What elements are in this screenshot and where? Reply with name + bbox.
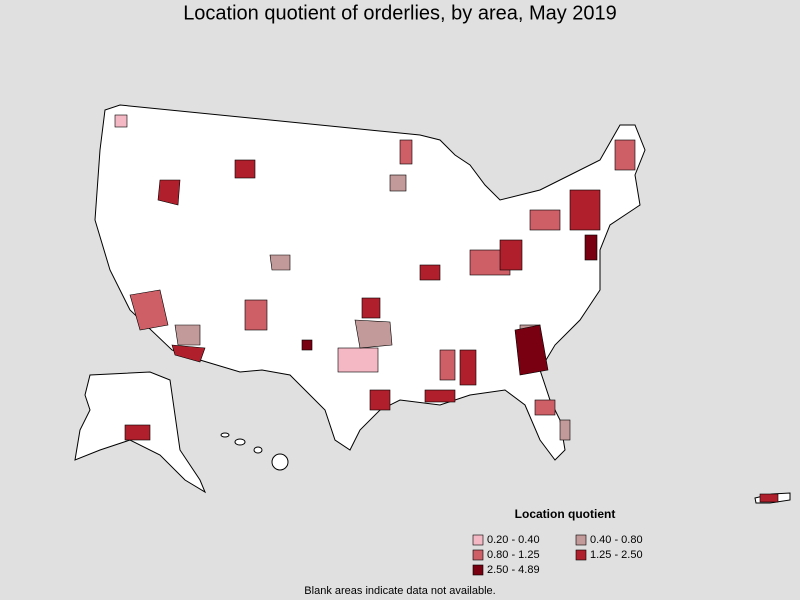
area xyxy=(174,324,201,346)
area xyxy=(424,389,456,403)
area xyxy=(369,389,391,411)
area xyxy=(584,234,598,261)
area xyxy=(337,347,379,373)
hawaii xyxy=(253,446,263,454)
legend-label: 1.25 - 2.50 xyxy=(590,549,643,561)
area xyxy=(399,139,413,165)
legend-label: 0.20 - 0.40 xyxy=(487,534,540,546)
area xyxy=(171,344,206,363)
area xyxy=(157,179,181,206)
area xyxy=(301,339,313,351)
map-title: Location quotient of orderlies, by area,… xyxy=(183,2,617,24)
legend-swatch xyxy=(472,564,484,576)
areas xyxy=(114,114,779,503)
area xyxy=(124,424,151,441)
contiguous-us xyxy=(94,104,646,461)
hawaii xyxy=(220,432,230,438)
area xyxy=(114,114,128,128)
legend-swatch xyxy=(575,534,587,546)
area xyxy=(389,174,407,192)
area xyxy=(234,159,256,179)
hawaii xyxy=(271,453,289,471)
area xyxy=(129,289,169,331)
area xyxy=(419,264,441,281)
area xyxy=(361,297,381,319)
area xyxy=(514,324,549,376)
area xyxy=(354,319,393,349)
area xyxy=(439,349,456,381)
legend: Location quotient 0.20 - 0.40 0.40 - 0.80… xyxy=(472,507,643,576)
area xyxy=(269,254,291,271)
legend-label: 0.40 - 0.80 xyxy=(590,534,643,546)
legend-swatch xyxy=(472,549,484,561)
legend-title: Location quotient xyxy=(515,507,616,521)
area xyxy=(529,209,561,231)
legend-label: 0.80 - 1.25 xyxy=(487,549,540,561)
legend-swatch xyxy=(575,549,587,561)
footnote: Blank areas indicate data not available. xyxy=(304,585,495,597)
area xyxy=(614,139,636,171)
area xyxy=(499,239,523,271)
area xyxy=(759,493,779,503)
area xyxy=(459,349,477,386)
legend-swatch xyxy=(472,534,484,546)
legend-label: 2.50 - 4.89 xyxy=(487,564,540,576)
area xyxy=(559,419,571,441)
hawaii xyxy=(234,438,246,446)
area xyxy=(244,299,268,331)
area xyxy=(534,399,556,416)
area xyxy=(569,189,601,231)
